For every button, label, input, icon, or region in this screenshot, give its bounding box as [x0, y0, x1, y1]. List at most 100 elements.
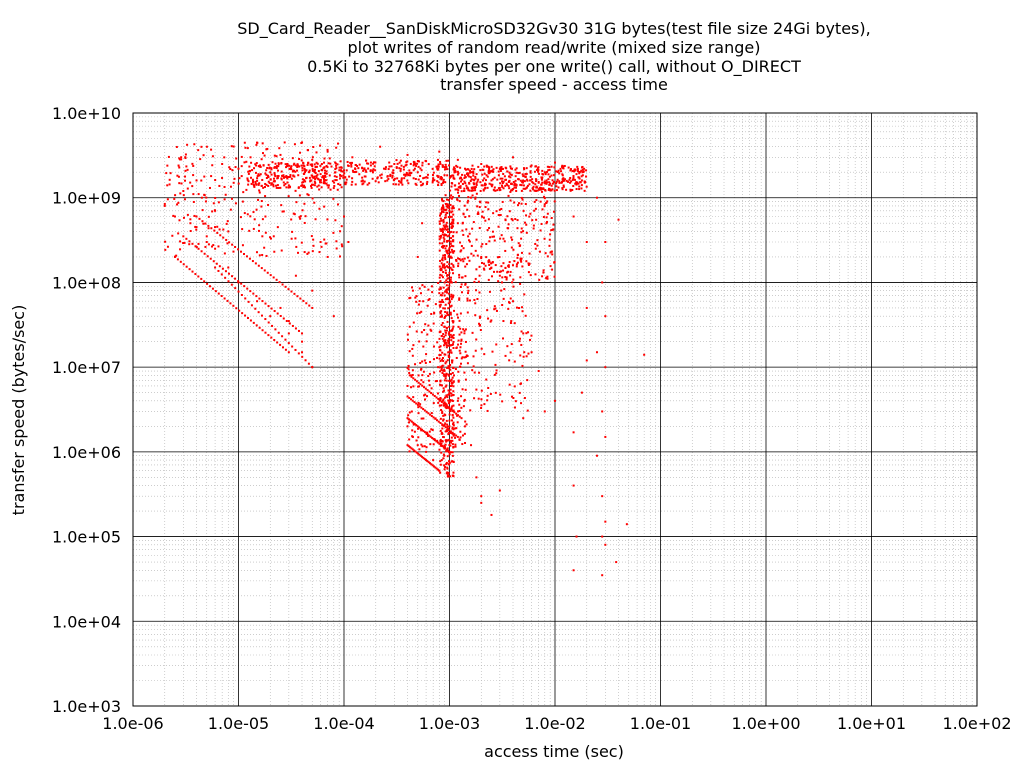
data-point — [440, 268, 443, 271]
data-point — [496, 270, 499, 273]
y-axis-label: transfer speed (bytes/sec) — [9, 305, 28, 516]
data-point — [284, 348, 287, 351]
data-point — [416, 312, 419, 315]
data-point — [417, 436, 420, 439]
data-point — [474, 189, 477, 192]
data-point — [214, 196, 217, 199]
data-point — [364, 169, 367, 172]
data-point — [300, 241, 303, 244]
data-point — [249, 215, 252, 218]
data-point — [534, 207, 537, 210]
data-point — [255, 251, 258, 254]
data-point — [543, 195, 546, 198]
data-point — [515, 265, 518, 268]
data-point — [279, 343, 282, 346]
data-point — [242, 191, 245, 194]
data-point — [451, 196, 454, 199]
x-tick-label: 1.0e+00 — [731, 714, 800, 733]
data-point — [294, 274, 297, 277]
data-point — [451, 460, 454, 463]
data-point — [595, 454, 598, 457]
data-point — [428, 384, 431, 387]
data-point — [284, 182, 287, 185]
data-point — [214, 247, 217, 250]
data-point — [301, 209, 304, 212]
data-point — [464, 167, 466, 170]
data-point — [296, 165, 299, 168]
data-point — [512, 248, 515, 251]
data-point — [511, 238, 514, 241]
data-point — [174, 194, 177, 197]
data-point — [339, 174, 342, 177]
data-point — [503, 288, 506, 291]
data-point — [447, 266, 450, 269]
data-point — [509, 297, 512, 300]
data-point — [446, 203, 449, 206]
data-point — [294, 327, 297, 330]
data-point — [499, 214, 502, 217]
data-point — [444, 194, 447, 197]
data-point — [331, 180, 334, 183]
chart-title-line-2: plot writes of random read/write (mixed … — [348, 38, 761, 57]
data-point — [423, 359, 426, 362]
data-point — [482, 216, 485, 219]
data-point — [336, 163, 339, 166]
data-point — [333, 184, 336, 187]
data-point — [576, 168, 579, 171]
data-point — [242, 253, 245, 256]
data-point — [290, 290, 293, 293]
data-point — [193, 143, 196, 146]
data-point — [495, 343, 498, 346]
data-point — [410, 420, 413, 423]
data-point — [344, 183, 347, 186]
data-point — [442, 204, 445, 207]
data-point — [509, 351, 512, 354]
data-point — [561, 187, 564, 190]
data-point — [335, 175, 338, 178]
data-point — [413, 422, 416, 425]
data-point — [363, 168, 366, 171]
data-point — [562, 185, 565, 188]
data-point — [601, 495, 604, 498]
data-point — [264, 302, 267, 305]
data-point — [329, 188, 332, 191]
data-point — [461, 222, 464, 225]
data-point — [448, 453, 451, 456]
data-point — [446, 212, 449, 215]
data-point — [488, 290, 491, 293]
data-point — [451, 182, 454, 185]
data-point — [553, 200, 556, 203]
data-point — [522, 184, 525, 187]
data-point — [441, 264, 444, 267]
data-point — [438, 249, 441, 252]
data-point — [214, 290, 217, 293]
chart-title-line-4: transfer speed - access time — [440, 75, 668, 94]
data-point — [525, 172, 528, 175]
data-point — [442, 246, 445, 249]
data-point — [419, 383, 422, 386]
data-point — [494, 189, 497, 192]
data-point — [458, 200, 461, 203]
data-point — [572, 178, 575, 181]
data-point — [442, 181, 445, 184]
data-point — [323, 238, 326, 241]
data-point — [525, 178, 528, 181]
data-point — [368, 182, 371, 185]
data-point — [452, 366, 455, 369]
data-point — [450, 262, 453, 265]
data-point — [451, 174, 454, 177]
data-point — [440, 210, 443, 213]
data-point — [307, 149, 310, 152]
data-point — [464, 388, 467, 391]
data-point — [281, 158, 284, 161]
data-point — [332, 231, 335, 234]
data-point — [442, 419, 445, 422]
data-point — [441, 445, 444, 448]
data-point — [480, 495, 483, 498]
data-point — [436, 158, 439, 161]
data-point — [392, 183, 395, 186]
data-point — [525, 167, 528, 170]
data-point — [513, 406, 516, 409]
data-point — [281, 335, 284, 338]
data-point — [333, 175, 336, 178]
